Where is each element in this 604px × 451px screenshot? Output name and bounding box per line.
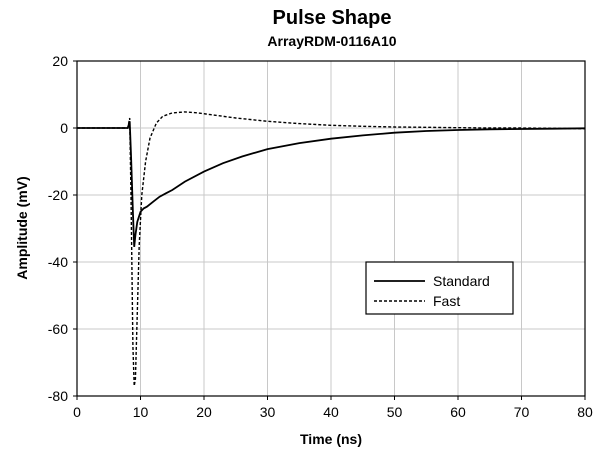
x-tick-label: 50	[387, 404, 403, 420]
x-tick-label: 20	[196, 404, 212, 420]
series-layer	[77, 111, 586, 387]
legend-box	[365, 261, 514, 315]
y-tick-label: 0	[60, 120, 68, 136]
chart-title: Pulse Shape	[273, 7, 392, 29]
x-tick-label: 0	[73, 404, 81, 420]
x-tick-label: 40	[323, 404, 339, 420]
x-tick-label: 10	[133, 404, 149, 420]
chart-subtitle: ArrayRDM-0116A10	[267, 33, 396, 49]
x-axis-label: Time (ns)	[300, 431, 362, 447]
x-tick-label: 60	[450, 404, 466, 420]
y-axis-ticks: 20 0 -20 -40 -60 -80	[48, 53, 77, 404]
y-axis-label: Amplitude (mV)	[14, 176, 30, 279]
y-tick-label: -80	[48, 388, 68, 404]
legend-label-standard: Standard	[433, 273, 490, 289]
legend: Standard Fast	[365, 261, 514, 315]
y-tick-label: -20	[48, 187, 68, 203]
series-line-standard	[77, 121, 586, 247]
grid	[77, 61, 585, 396]
x-tick-label: 80	[577, 404, 593, 420]
y-tick-label: -40	[48, 254, 68, 270]
y-tick-label: 20	[52, 53, 68, 69]
x-tick-label: 30	[260, 404, 276, 420]
legend-label-fast: Fast	[433, 293, 460, 309]
y-tick-label: -60	[48, 321, 68, 337]
x-tick-label: 70	[514, 404, 530, 420]
x-axis-ticks: 0 10 20 30 40 50 60 70 80	[73, 396, 593, 420]
